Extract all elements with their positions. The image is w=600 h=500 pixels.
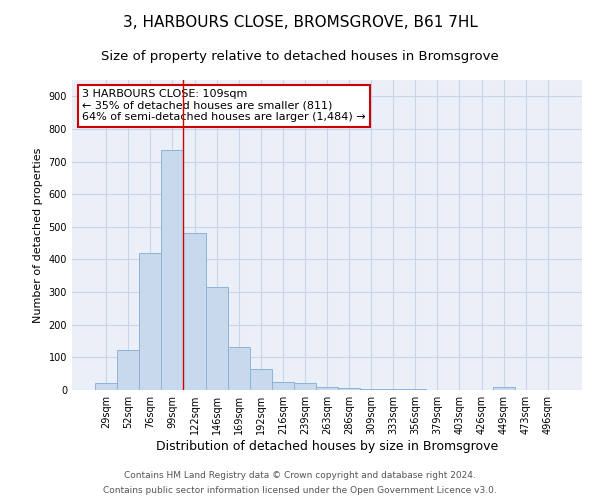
Bar — [139, 253, 161, 390]
Bar — [316, 386, 338, 390]
Text: Contains public sector information licensed under the Open Government Licence v3: Contains public sector information licen… — [103, 486, 497, 495]
Bar — [493, 388, 515, 390]
Text: Contains HM Land Registry data © Crown copyright and database right 2024.: Contains HM Land Registry data © Crown c… — [124, 471, 476, 480]
Bar — [95, 384, 117, 390]
X-axis label: Distribution of detached houses by size in Bromsgrove: Distribution of detached houses by size … — [156, 440, 498, 453]
Bar — [250, 369, 272, 390]
Text: 3, HARBOURS CLOSE, BROMSGROVE, B61 7HL: 3, HARBOURS CLOSE, BROMSGROVE, B61 7HL — [122, 15, 478, 30]
Bar — [184, 234, 206, 390]
Bar — [382, 388, 404, 390]
Bar — [338, 388, 360, 390]
Bar — [117, 350, 139, 390]
Bar — [360, 388, 382, 390]
Bar — [404, 388, 427, 390]
Bar — [272, 382, 294, 390]
Text: Size of property relative to detached houses in Bromsgrove: Size of property relative to detached ho… — [101, 50, 499, 63]
Bar — [294, 383, 316, 390]
Y-axis label: Number of detached properties: Number of detached properties — [33, 148, 43, 322]
Bar — [206, 287, 227, 390]
Bar — [161, 150, 184, 390]
Text: 3 HARBOURS CLOSE: 109sqm
← 35% of detached houses are smaller (811)
64% of semi-: 3 HARBOURS CLOSE: 109sqm ← 35% of detach… — [82, 90, 366, 122]
Bar — [227, 347, 250, 390]
